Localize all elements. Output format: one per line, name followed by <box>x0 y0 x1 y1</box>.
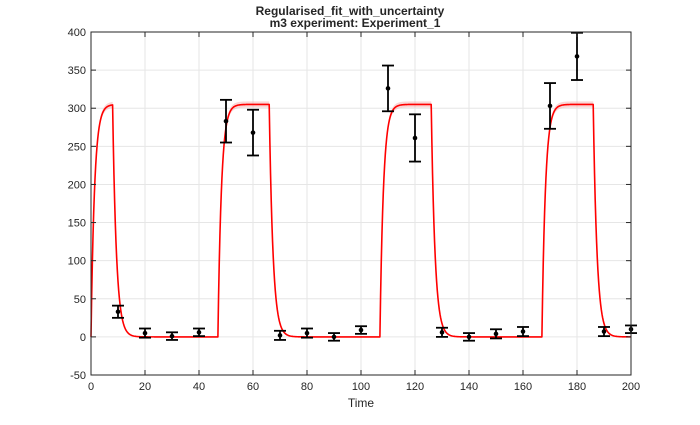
x-axis-label: Time <box>348 396 375 410</box>
data-point <box>385 86 391 91</box>
data-point <box>331 334 337 340</box>
chart-subtitle: m3 experiment: Experiment_1 <box>270 16 441 30</box>
data-point <box>520 329 526 334</box>
data-point <box>547 103 553 109</box>
y-tick-label: 350 <box>68 65 86 77</box>
y-tick-label: 50 <box>74 294 86 306</box>
ticks: 0 20 40 60 80 100 120 140 160 180 200-500501001502… <box>68 27 641 393</box>
x-tick-label: 200 <box>622 381 640 393</box>
data-point <box>169 333 175 339</box>
data-point <box>304 330 310 336</box>
data-point <box>196 330 202 335</box>
x-tick-label: 0 <box>88 381 94 393</box>
x-tick-label: 100 <box>352 381 370 393</box>
x-tick-label: 40 <box>193 381 205 393</box>
data-point <box>574 54 580 59</box>
x-tick-label: 120 <box>406 381 424 393</box>
chart-title: Regularised_fit_with_uncertainty <box>256 4 445 18</box>
data-point <box>412 135 418 141</box>
x-tick-label: 180 <box>568 381 586 393</box>
data-point <box>439 330 445 335</box>
errorbar-layer <box>112 31 637 342</box>
y-tick-label: 150 <box>68 218 86 230</box>
fit-line-layer <box>90 103 632 338</box>
x-tick-label: 160 <box>514 381 532 393</box>
y-tick-label: 250 <box>68 141 86 153</box>
y-tick-label: 400 <box>68 27 86 39</box>
y-tick-label: 200 <box>68 179 86 191</box>
data-point <box>277 333 283 338</box>
y-tick-label: 300 <box>68 103 86 115</box>
data-point <box>358 327 364 333</box>
x-tick-label: 20 <box>139 381 151 393</box>
data-point <box>601 329 607 334</box>
data-point <box>466 334 472 340</box>
y-tick-label: -50 <box>70 370 86 382</box>
data-point <box>250 130 256 135</box>
fit-line <box>90 103 632 338</box>
data-point <box>223 118 229 124</box>
x-tick-label: 60 <box>247 381 259 393</box>
y-tick-label: 0 <box>80 332 86 344</box>
x-tick-label: 80 <box>301 381 313 393</box>
data-point <box>493 331 499 337</box>
x-tick-label: 140 <box>460 381 478 393</box>
data-point <box>142 330 148 336</box>
data-point <box>115 309 121 315</box>
y-tick-label: 100 <box>68 256 86 268</box>
